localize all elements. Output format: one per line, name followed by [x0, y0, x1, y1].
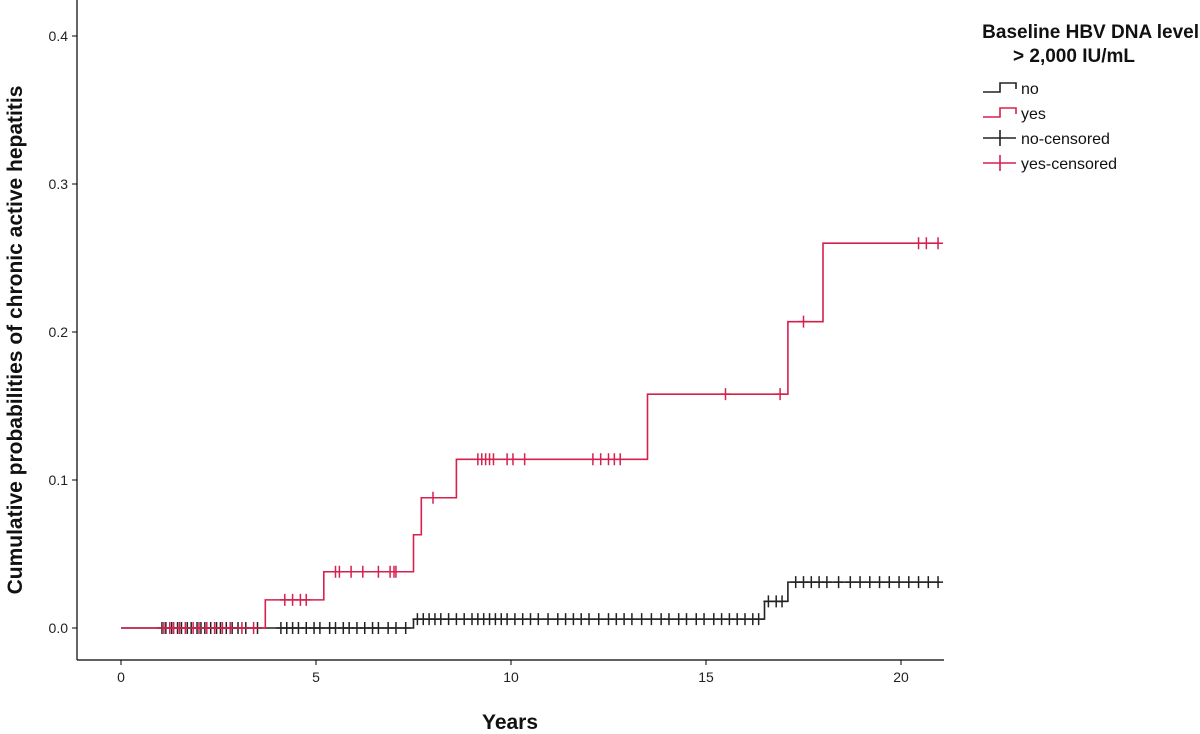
censor-mark-yes: [921, 237, 932, 250]
x-tick-label: 10: [503, 669, 519, 685]
censor-mark-no: [533, 613, 544, 626]
censor-mark-yes: [373, 565, 384, 578]
censor-mark-no: [923, 576, 934, 589]
censor-mark-no: [894, 576, 905, 589]
series-no: [121, 576, 944, 634]
censor-mark-no: [314, 622, 325, 634]
legend-swatch-step: [983, 107, 1017, 118]
censor-mark-no: [593, 613, 604, 626]
legend-swatch-censor: [983, 130, 1016, 146]
x-tick-label: 20: [893, 669, 909, 685]
censor-mark-no: [699, 613, 710, 626]
censor-mark-no: [845, 576, 856, 589]
censor-mark-yes: [519, 453, 530, 466]
legend-label: yes-censored: [1021, 156, 1117, 173]
censor-mark-no: [636, 613, 647, 626]
censor-mark-no: [777, 595, 788, 608]
y-tick-label: 0.1: [49, 472, 69, 488]
series-layer: [121, 237, 944, 634]
plot-area: 0.0 0.1 0.2 0.3 0.4 0 5 10 15 20: [49, 0, 944, 685]
censor-mark-no: [933, 576, 944, 589]
legend-label: no-censored: [1021, 131, 1110, 148]
y-tick-label: 0.4: [49, 28, 69, 44]
censor-mark-no: [833, 576, 844, 589]
legend-items: no yes no-censored yes-censored: [983, 81, 1117, 173]
censor-mark-no: [903, 576, 914, 589]
y-axis-ticks: 0.0 0.1 0.2 0.3 0.4: [49, 28, 77, 636]
censor-mark-no: [400, 622, 411, 634]
legend-swatch-step: [983, 82, 1017, 93]
x-tick-label: 15: [698, 669, 714, 685]
censor-mark-no: [390, 622, 401, 634]
legend-title-line-1: Baseline HBV DNA level: [982, 22, 1199, 43]
legend-label: yes: [1021, 106, 1046, 123]
censor-mark-yes: [507, 453, 518, 466]
y-tick-label: 0.2: [49, 324, 69, 340]
x-tick-label: 0: [117, 669, 125, 685]
censor-mark-yes: [933, 237, 944, 250]
censor-mark-yes: [346, 565, 357, 578]
legend-label: no: [1021, 81, 1039, 98]
censor-mark-yes: [390, 565, 401, 578]
censor-mark-no: [646, 613, 657, 626]
censor-mark-yes: [334, 565, 345, 578]
censor-mark-no: [373, 622, 384, 634]
x-axis-title: Years: [482, 711, 538, 734]
censor-mark-yes: [428, 491, 438, 504]
censor-mark-yes: [775, 388, 786, 401]
censor-mark-yes: [301, 593, 312, 606]
censor-mark-no: [913, 576, 924, 589]
censor-mark-no: [681, 613, 692, 626]
legend-item-no-censored: no-censored: [983, 130, 1110, 148]
censor-mark-yes: [488, 453, 499, 466]
censor-mark-no: [884, 576, 895, 589]
censor-mark-yes: [248, 622, 259, 634]
censor-mark-yes: [357, 565, 368, 578]
censor-mark-yes: [720, 388, 731, 401]
censor-mark-no: [584, 613, 594, 626]
censor-mark-no: [626, 613, 637, 626]
x-tick-label: 5: [312, 669, 320, 685]
legend-title-line-2: > 2,000 IU/mL: [1013, 46, 1135, 67]
y-tick-label: 0.0: [49, 620, 69, 636]
series-yes: [121, 237, 944, 634]
step-line-no: [121, 581, 940, 629]
x-axis-ticks: 0 5 10 15 20: [117, 660, 909, 685]
censor-mark-yes: [225, 622, 236, 634]
legend-swatch-censor: [983, 155, 1016, 171]
censor-mark-no: [663, 613, 674, 626]
censor-mark-no: [874, 576, 885, 589]
y-tick-label: 0.3: [49, 176, 69, 192]
legend-item-no: no: [983, 81, 1039, 98]
censor-mark-no: [864, 576, 875, 589]
censor-mark-no: [753, 613, 764, 626]
step-line-yes: [121, 242, 940, 629]
censor-mark-yes: [236, 622, 247, 634]
censor-mark-yes: [615, 453, 626, 466]
legend-item-yes-censored: yes-censored: [983, 155, 1117, 173]
legend: Baseline HBV DNA level > 2,000 IU/mL no y…: [982, 22, 1199, 173]
censor-mark-no: [855, 576, 866, 589]
censor-mark-yes: [798, 315, 809, 328]
censor-mark-no: [821, 576, 832, 589]
y-axis-title: Cumulative probabilities of chronic acti…: [4, 86, 27, 595]
legend-item-yes: yes: [983, 106, 1046, 123]
censor-mark-no: [543, 613, 554, 626]
